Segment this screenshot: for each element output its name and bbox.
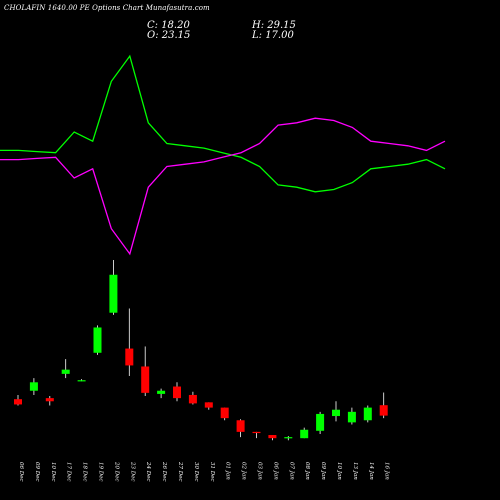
- candle-body: [93, 327, 102, 353]
- x-tick-label: 09 Dec: [34, 462, 40, 482]
- x-tick-label: 26 Dec: [161, 461, 167, 482]
- x-tick-label: 30 Dec: [193, 462, 199, 482]
- candle-body: [284, 437, 293, 439]
- candle-body: [29, 382, 38, 391]
- x-tick-label: 02 Jan: [241, 462, 247, 480]
- candle-body: [204, 402, 213, 408]
- candle-body: [45, 398, 54, 402]
- x-tick-label: 18 Dec: [82, 462, 88, 482]
- candle-body: [109, 274, 118, 313]
- x-tick-label: 14 Jan: [368, 462, 374, 480]
- x-tick-label: 09 Jan: [320, 462, 326, 480]
- x-tick-labels: 06 Dec 09 Dec 10 Dec 17 Dec 18 Dec 19 Dec 20 D…: [18, 461, 390, 482]
- candle-body: [188, 394, 197, 404]
- x-tick-label: 16 Jan: [384, 462, 390, 480]
- candle-body: [268, 435, 277, 439]
- x-tick-label: 08 Jan: [304, 462, 310, 480]
- candle-body: [332, 409, 340, 417]
- candle-body: [363, 407, 372, 421]
- candle-body: [77, 380, 86, 382]
- x-tick-label: 10 Dec: [50, 462, 56, 482]
- candle-body: [379, 405, 388, 416]
- x-tick-label: 06 Jan: [272, 462, 278, 480]
- candle-body: [252, 431, 261, 434]
- candle-body: [220, 407, 229, 419]
- close-price-label: C: 18.20: [147, 20, 190, 31]
- x-tick-label: 13 Jan: [352, 462, 358, 480]
- x-tick-label: 23 Dec: [129, 461, 135, 482]
- candle-body: [316, 413, 325, 431]
- magenta-indicator-line: [0, 117, 446, 256]
- x-tick-label: 03 Jan: [257, 462, 263, 480]
- x-tick-label: 20 Dec: [113, 461, 119, 482]
- candle-body: [157, 390, 166, 394]
- candle-body: [300, 429, 309, 439]
- low-price-label: L: 17.00: [252, 30, 294, 41]
- x-tick-label: 07 Jan: [288, 462, 294, 480]
- candle-body: [173, 386, 181, 399]
- candle-body: [347, 411, 356, 423]
- x-tick-label: 06 Dec: [18, 462, 24, 482]
- chart-title: CHOLAFIN 1640.00 PE Options Chart Munafa…: [4, 4, 210, 12]
- high-price-label: H: 29.15: [252, 20, 296, 31]
- candle-body: [125, 348, 134, 366]
- x-tick-label: 01 Jan: [225, 462, 231, 480]
- indicator-lines: [0, 54, 446, 256]
- x-tick-label: 27 Dec: [177, 461, 183, 482]
- candles: [14, 260, 388, 441]
- green-indicator-line: [0, 54, 446, 193]
- x-tick-label: 19 Dec: [98, 462, 104, 482]
- x-tick-label: 31 Dec: [209, 462, 215, 482]
- candle-body: [14, 399, 22, 405]
- candle-body: [61, 369, 70, 374]
- x-tick-label: 24 Dec: [145, 461, 151, 482]
- x-tick-label: 17 Dec: [66, 462, 72, 482]
- x-tick-label: 10 Jan: [336, 462, 342, 480]
- open-price-label: O: 23.15: [147, 30, 191, 41]
- candle-body: [236, 420, 245, 432]
- candle-body: [141, 366, 150, 393]
